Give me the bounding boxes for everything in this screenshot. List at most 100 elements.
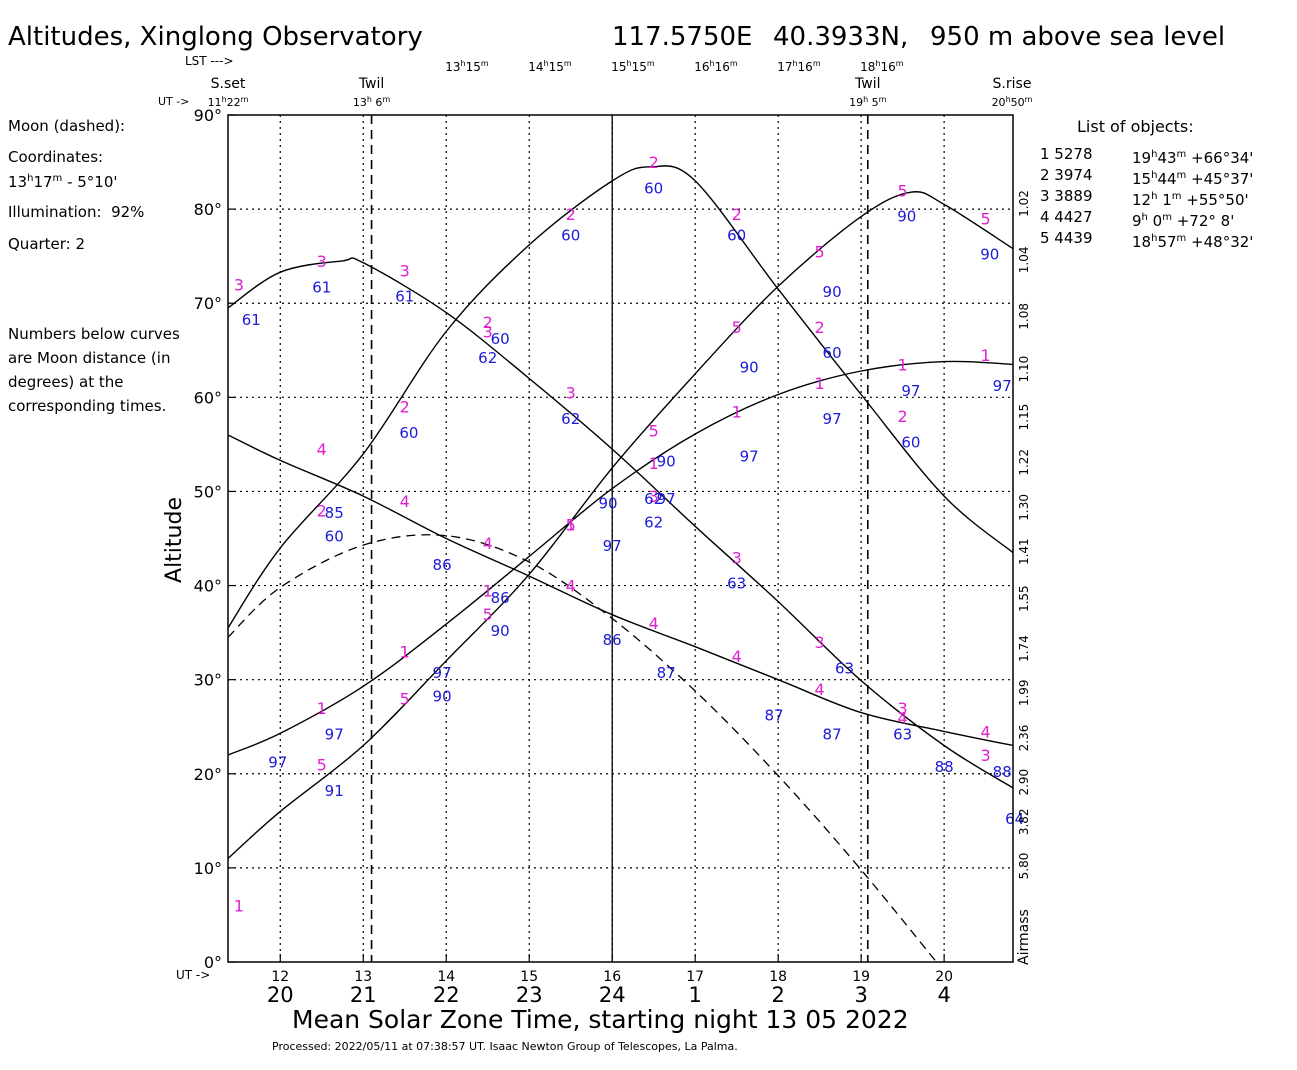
moon-distance-label: 63 xyxy=(727,575,746,593)
object-number-label: 1 xyxy=(732,402,742,421)
lst-tick-label: 17h16m xyxy=(777,59,821,74)
object-number-label: 3 xyxy=(981,746,991,765)
moon-distance-label: 60 xyxy=(644,179,663,197)
ut-tick-label: 16 xyxy=(603,969,621,985)
moon-distance-label: 86 xyxy=(491,589,510,607)
object-number-label: 5 xyxy=(317,755,327,774)
moon-distance-label: 97 xyxy=(603,537,622,555)
x-axis-label: Mean Solar Zone Time, starting night 13 … xyxy=(292,1005,909,1034)
object-number-label: 4 xyxy=(732,647,742,666)
airmass-tick-label: 1.08 xyxy=(1017,303,1031,330)
object-number-label: 3 xyxy=(732,548,742,567)
ut-tick-label: 17 xyxy=(686,969,704,985)
moon-distance-label: 60 xyxy=(491,330,510,348)
objects-list-title: List of objects: xyxy=(1077,117,1194,136)
moon-distance-label: 60 xyxy=(901,434,920,452)
event-name-label: S.rise xyxy=(993,76,1032,92)
y-tick-label: 10° xyxy=(194,859,222,878)
event-name-label: S.set xyxy=(211,76,246,92)
object-number-label: 1 xyxy=(317,699,327,718)
object-number-label: 2 xyxy=(566,205,576,224)
moon-label: Moon (dashed): xyxy=(8,117,126,135)
moon-distance-label: 88 xyxy=(993,763,1012,781)
airmass-tick-label: 1.15 xyxy=(1017,404,1031,431)
object-number-label: 2 xyxy=(815,318,825,337)
object-number-label: 1 xyxy=(566,515,576,534)
curves xyxy=(228,165,1013,962)
y-tick-label: 60° xyxy=(194,388,222,407)
altitude-curve-object-3 xyxy=(228,257,1013,789)
object-number-label: 1 xyxy=(815,374,825,393)
object-number-label: 3 xyxy=(234,275,244,294)
moon-distance-label: 90 xyxy=(740,358,759,376)
object-number-label: 5 xyxy=(566,515,576,534)
moon-distance-label: 61 xyxy=(242,311,261,329)
y-tick-label: 40° xyxy=(194,577,222,596)
object-number-label: 3 xyxy=(566,384,576,403)
moon-distance-label: 88 xyxy=(935,758,954,776)
lst-tick-label: 13h15m xyxy=(445,59,489,74)
y-tick-label: 0° xyxy=(204,953,222,972)
moon-distance-label: 62 xyxy=(644,490,663,508)
y-tick-label: 70° xyxy=(194,294,222,313)
airmass-tick-label: 3.82 xyxy=(1017,808,1031,835)
moon-distance-label: 90 xyxy=(491,622,510,640)
local-time-tick-label: 22 xyxy=(433,983,460,1007)
moon-distance-label: 62 xyxy=(478,349,497,367)
moon-distance-label: 87 xyxy=(764,706,783,724)
object-number-label: 2 xyxy=(400,398,410,417)
local-time-tick-label: 23 xyxy=(516,983,543,1007)
object-number-label: 4 xyxy=(317,440,327,459)
moon-distance-label: 60 xyxy=(399,424,418,442)
lst-tick-label: 15h15m xyxy=(611,59,655,74)
object-number-label: 5 xyxy=(981,210,991,229)
object-number-label: 5 xyxy=(815,242,825,261)
airmass-tick-label: 1.74 xyxy=(1017,635,1031,662)
moon-distance-label: 63 xyxy=(835,659,854,677)
airmass-axis-label: Airmass xyxy=(1016,909,1032,965)
moon-quarter: Quarter: 2 xyxy=(8,235,86,253)
moon-distance-label: 90 xyxy=(823,283,842,301)
airmass-tick-label: 5.80 xyxy=(1017,853,1031,880)
object-number-label: 3 xyxy=(898,699,908,718)
moon-altitude-curve xyxy=(228,534,938,962)
object-number-label: 3 xyxy=(483,322,493,341)
local-time-tick-label: 20 xyxy=(267,983,294,1007)
moon-distance-label: 60 xyxy=(561,227,580,245)
object-number-label: 5 xyxy=(732,318,742,337)
local-time-tick-label: 24 xyxy=(599,983,626,1007)
moon-distance-label: 85 xyxy=(325,504,344,522)
moon-distance-label: 86 xyxy=(603,631,622,649)
moon-distance-label: 97 xyxy=(993,377,1012,395)
airmass-tick-label: 2.36 xyxy=(1017,725,1031,752)
moon-distance-label: 62 xyxy=(561,410,580,428)
plot-frame xyxy=(227,114,1014,963)
moon-distance-label: 60 xyxy=(823,344,842,362)
lst-tick-label: 18h16m xyxy=(860,59,904,74)
chart-title: Altitudes, Xinglong Observatory xyxy=(8,22,423,52)
object-number-label: 3 xyxy=(317,252,327,271)
moon-distance-label: 87 xyxy=(657,664,676,682)
object-number-label: 2 xyxy=(732,205,742,224)
local-time-tick-label: 21 xyxy=(350,983,377,1007)
ut-tick-label: 20 xyxy=(935,969,953,985)
ut-tick-label: 15 xyxy=(520,969,538,985)
moon-distance-label: 90 xyxy=(980,245,999,263)
object-number-label: 1 xyxy=(483,581,493,600)
moon-distance-label: 97 xyxy=(901,382,920,400)
observatory-elevation: 950 m above sea level xyxy=(930,22,1226,52)
airmass-tick-label: 1.99 xyxy=(1017,679,1031,706)
moon-distance-label: 97 xyxy=(433,664,452,682)
moon-distance-label: 97 xyxy=(823,410,842,428)
altitude-curve-object-4 xyxy=(228,434,1013,747)
object-number-label: 2 xyxy=(649,153,659,172)
event-time-label: 20h50m xyxy=(992,95,1033,109)
y-axis-label: Altitude xyxy=(162,497,187,583)
event-time-label: 13h 6m xyxy=(353,95,391,109)
airmass-tick-label: 1.22 xyxy=(1017,449,1031,476)
object-number-label: 4 xyxy=(566,577,576,596)
event-name-label: Twil xyxy=(854,76,880,92)
object-number-label: 5 xyxy=(400,689,410,708)
